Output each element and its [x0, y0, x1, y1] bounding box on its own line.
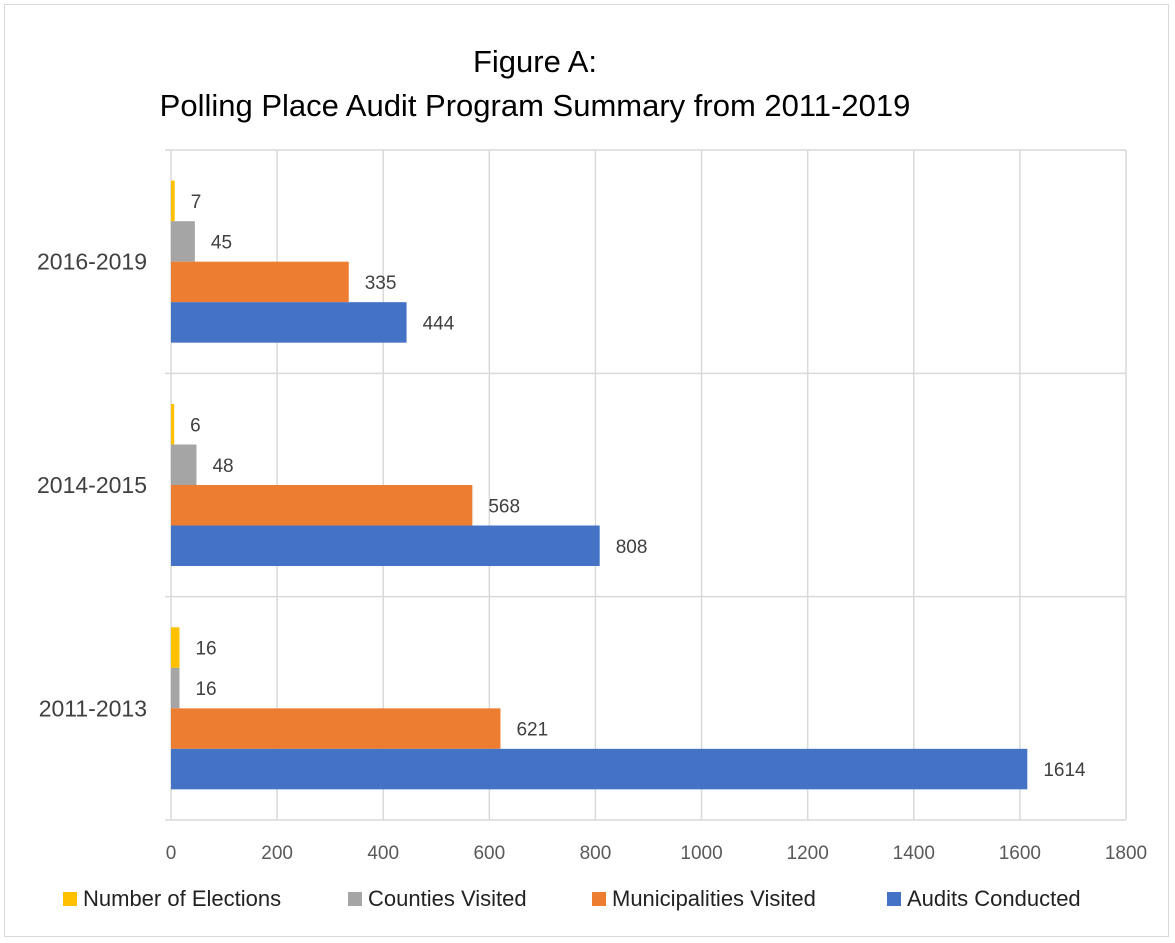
data-label: 16 [195, 679, 216, 700]
data-label: 48 [212, 456, 233, 477]
data-label: 335 [365, 273, 397, 294]
bar-chart: 0 200 400 600 800 1000 1200 1400 1600 1800 7 45 335 4… [37, 149, 1147, 864]
x-tick-label: 600 [473, 843, 505, 864]
data-label: 45 [211, 232, 232, 253]
legend-label: Counties Visited [368, 886, 527, 911]
bar [171, 525, 600, 566]
legend-swatch [592, 892, 606, 906]
x-tick-label: 800 [580, 843, 612, 864]
bar [171, 667, 180, 709]
y-category-label: 2014-2015 [37, 472, 147, 498]
legend-swatch [63, 892, 77, 906]
legend-label: Municipalities Visited [612, 886, 816, 911]
chart-title: Figure A: [472, 44, 598, 79]
bar [171, 748, 1028, 790]
y-category-label: 2016-2019 [37, 249, 147, 275]
x-tick-label: 0 [166, 843, 177, 864]
x-tick-label: 400 [367, 843, 399, 864]
legend-item: Counties Visited [348, 886, 527, 912]
bar [171, 221, 195, 262]
legend-item: Municipalities Visited [592, 886, 816, 912]
data-label: 808 [616, 537, 648, 558]
data-label: 1614 [1043, 760, 1086, 781]
legend-item: Audits Conducted [887, 886, 1081, 912]
x-tick-label: 200 [261, 843, 293, 864]
y-category-label: 2011-2013 [39, 695, 147, 721]
bar [171, 627, 180, 668]
bar [171, 404, 175, 445]
chart-subtitle: Polling Place Audit Program Summary from… [159, 88, 911, 123]
chart-legend: Number of Elections Counties Visited Munic… [0, 884, 1175, 918]
bar [171, 708, 501, 749]
bar [171, 180, 175, 222]
data-label: 444 [423, 313, 455, 334]
legend-swatch [348, 892, 362, 906]
x-tick-label: 1200 [787, 843, 829, 864]
bar [171, 444, 197, 485]
legend-swatch [887, 892, 901, 906]
legend-label: Audits Conducted [907, 886, 1081, 911]
x-tick-label: 1000 [680, 843, 722, 864]
data-label: 621 [516, 720, 548, 741]
x-tick-label: 1400 [893, 843, 935, 864]
x-tick-label: 1800 [1105, 843, 1147, 864]
bar [171, 261, 349, 303]
bar [171, 302, 407, 343]
legend-item: Number of Elections [63, 886, 281, 912]
x-tick-label: 1600 [999, 843, 1041, 864]
bar [171, 485, 473, 526]
data-label: 568 [488, 496, 520, 517]
legend-label: Number of Elections [83, 886, 282, 911]
data-label: 16 [195, 639, 216, 660]
data-label: 6 [190, 415, 201, 436]
data-label: 7 [191, 192, 202, 213]
